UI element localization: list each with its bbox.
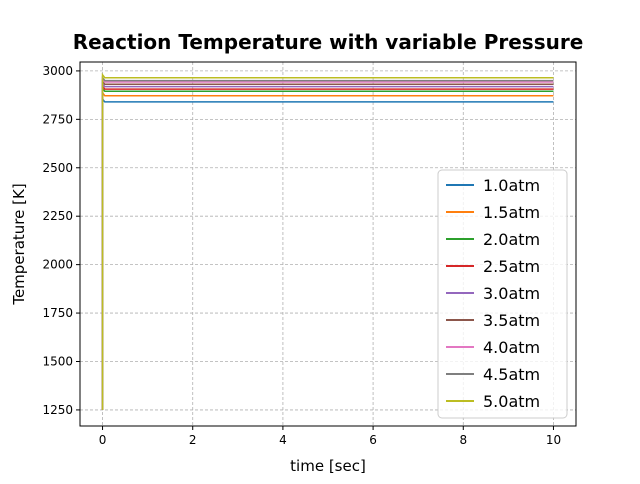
legend-label: 3.5atm — [483, 311, 540, 330]
legend-box — [437, 169, 568, 419]
legend-label: 3.0atm — [483, 284, 540, 303]
x-tick-label: 0 — [99, 433, 107, 447]
chart-title: Reaction Temperature with variable Press… — [73, 30, 584, 54]
x-tick-label: 4 — [279, 433, 287, 447]
legend-label: 2.5atm — [483, 257, 540, 276]
series-line-5.0atm — [101, 72, 554, 410]
y-tick-label: 2000 — [42, 258, 73, 272]
y-axis-label: Temperature [K] — [10, 183, 28, 305]
legend-label: 2.0atm — [483, 230, 540, 249]
y-tick-label: 2500 — [42, 161, 73, 175]
x-tick-label: 6 — [369, 433, 377, 447]
y-tick-label: 1250 — [42, 403, 73, 417]
x-tick-label: 2 — [189, 433, 197, 447]
y-tick-label: 2250 — [42, 209, 73, 223]
y-tick-label: 2750 — [42, 112, 73, 126]
y-tick-label: 3000 — [42, 64, 73, 78]
legend-label: 1.5atm — [483, 203, 540, 222]
y-tick-label: 1750 — [42, 306, 73, 320]
plot-frame — [79, 61, 577, 427]
y-tick-label: 1500 — [42, 354, 73, 368]
legend-label: 1.0atm — [483, 176, 540, 195]
legend-label: 4.5atm — [483, 365, 540, 384]
legend-label: 4.0atm — [483, 338, 540, 357]
x-tick-label: 10 — [546, 433, 561, 447]
legend-label: 5.0atm — [483, 392, 540, 411]
x-tick-label: 8 — [459, 433, 467, 447]
x-axis-label: time [sec] — [290, 457, 366, 475]
